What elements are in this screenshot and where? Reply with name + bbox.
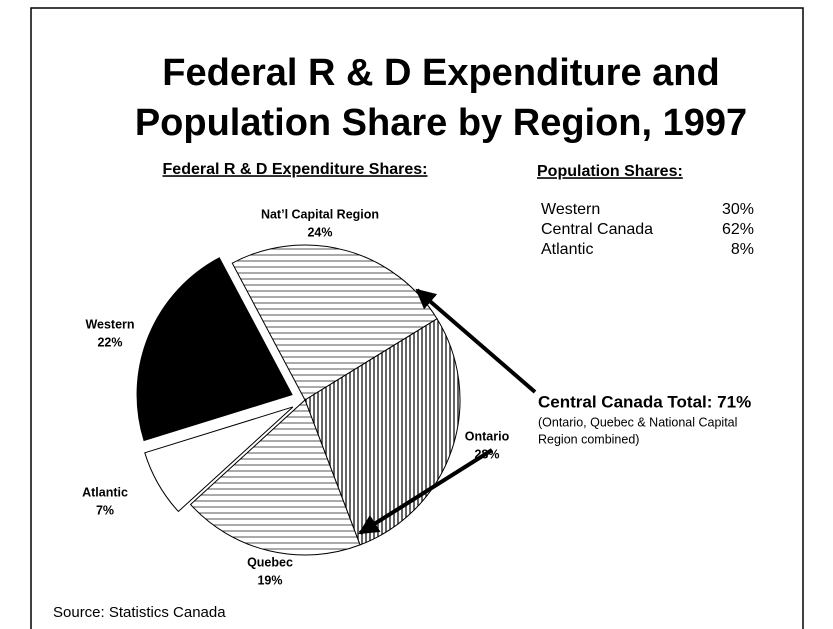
pie-slice [304, 318, 461, 546]
table-title: Population Shares: [537, 163, 683, 180]
slice-value-label: 22% [97, 335, 122, 349]
slice-label: Ontario [465, 429, 510, 443]
pie-slice [144, 406, 294, 513]
table-cell: Central Canada [541, 221, 653, 238]
frame [30, 7, 804, 629]
table-cell: Atlantic [541, 241, 593, 258]
pie-slice [189, 399, 361, 556]
arrow [358, 448, 494, 535]
chart-title: Population Share by Region, 1997 [135, 102, 747, 144]
pie-slice [136, 257, 293, 442]
annotation-text: (Ontario, Quebec & National Capital [538, 415, 737, 429]
slice-value-label: 24% [307, 225, 332, 239]
table-cell: 8% [731, 241, 754, 258]
table-cell: 30% [722, 201, 754, 218]
slice-label: Nat’l Capital Region [261, 207, 379, 221]
slice-label: Quebec [247, 555, 293, 569]
annotation-title: Central Canada Total: 71% [538, 392, 751, 411]
table-cell: Western [541, 201, 600, 218]
slice-label: Western [85, 317, 134, 331]
source: Source: Statistics Canada [53, 604, 226, 621]
slice-value-label: 7% [96, 503, 114, 517]
slice-label: Atlantic [82, 485, 128, 499]
table-cell: 62% [722, 221, 754, 238]
chart-subtitle: Federal R & D Expenditure Shares: [163, 161, 428, 178]
annotation-text: Region combined) [538, 432, 639, 446]
chart-title: Federal R & D Expenditure and [162, 52, 719, 94]
arrow [415, 288, 537, 394]
slice-value-label: 19% [257, 573, 282, 587]
